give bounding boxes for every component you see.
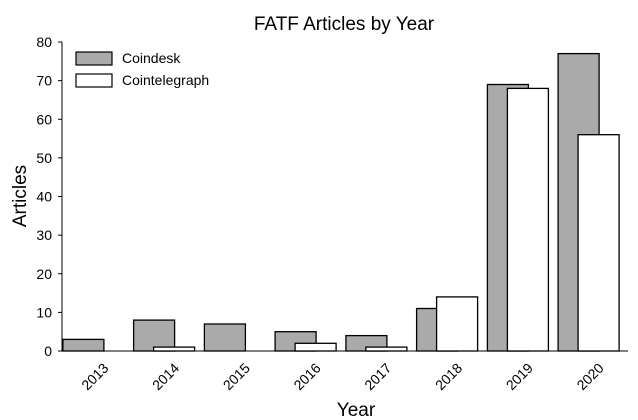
y-tick-label: 10: [36, 304, 52, 320]
x-tick-label: 2015: [220, 360, 253, 393]
bar-cointelegraph-2020: [577, 134, 620, 352]
y-tick-label: 80: [36, 34, 52, 50]
legend-label-cointelegraph: Cointelegraph: [122, 72, 209, 88]
y-tick-label: 0: [44, 343, 52, 359]
legend: Coindesk Cointelegraph: [75, 50, 209, 88]
x-tick-label: 2014: [149, 360, 182, 393]
plot-area: [62, 52, 620, 352]
bar-cointelegraph-2018: [435, 296, 479, 352]
x-axis-title: Year: [337, 400, 376, 420]
legend-swatch-cointelegraph: [75, 73, 113, 88]
y-tick-label: 60: [36, 111, 52, 127]
x-tick-label: 2017: [361, 360, 394, 393]
chart-title: FATF Articles by Year: [254, 14, 435, 35]
y-tick-label: 30: [36, 227, 52, 243]
legend-swatch-coindesk: [75, 51, 113, 66]
legend-label-coindesk: Coindesk: [122, 50, 181, 66]
bar-coindesk-2013: [62, 338, 105, 352]
y-tick-label: 20: [36, 266, 52, 282]
y-tick-label: 40: [36, 189, 52, 205]
x-tick-label: 2018: [432, 360, 465, 393]
bar-cointelegraph-2017: [365, 346, 408, 352]
x-tick-label: 2013: [78, 360, 111, 393]
y-axis-title: Articles: [10, 165, 31, 227]
bar-cointelegraph-2014: [152, 346, 196, 352]
bar-cointelegraph-2019: [506, 87, 550, 352]
y-tick-label: 70: [36, 73, 52, 89]
y-tick-label: 50: [36, 150, 52, 166]
x-tick-label: 2016: [290, 360, 323, 393]
x-tick-label: 2020: [573, 360, 606, 393]
x-tick-label: 2019: [503, 360, 536, 393]
bar-coindesk-2014: [132, 319, 176, 352]
bar-coindesk-2015: [203, 323, 247, 352]
bar-cointelegraph-2016: [294, 342, 337, 352]
